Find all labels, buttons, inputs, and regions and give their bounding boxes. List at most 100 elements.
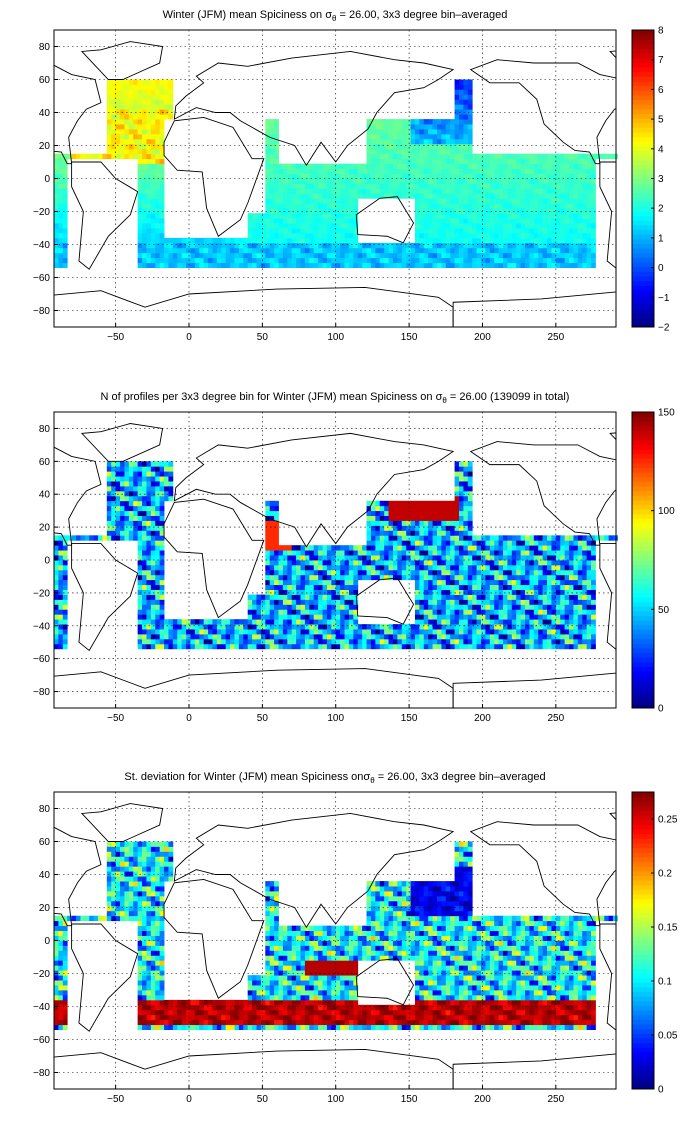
data-cell — [225, 619, 231, 625]
data-cell — [481, 589, 486, 595]
data-cell — [142, 124, 147, 130]
data-cell — [124, 89, 130, 95]
data-cell — [432, 198, 438, 204]
data-cell — [494, 208, 500, 214]
data-cell — [265, 619, 271, 625]
data-cell — [54, 589, 59, 595]
data-cell — [441, 569, 447, 576]
data-cell — [106, 84, 112, 90]
data-cell — [58, 970, 64, 976]
data-cell — [335, 223, 341, 229]
data-cell — [256, 604, 262, 610]
data-cell — [212, 638, 218, 645]
data-cell — [379, 163, 385, 169]
data-cell — [419, 619, 425, 625]
data-cell — [428, 535, 433, 541]
colorbar-tick-label: 150 — [658, 408, 675, 419]
data-cell — [155, 495, 161, 502]
data-cell — [142, 193, 147, 199]
data-cell — [507, 168, 513, 174]
data-cell — [591, 550, 596, 556]
data-cell — [353, 208, 359, 214]
data-cell — [450, 614, 455, 620]
data-cell — [168, 89, 174, 95]
data-cell — [423, 634, 429, 640]
data-cell — [322, 569, 328, 576]
data-cell — [133, 143, 139, 150]
data-cell — [186, 247, 191, 254]
data-cell — [397, 183, 403, 189]
data-cell — [137, 114, 143, 120]
data-cell — [414, 609, 420, 615]
data-cell — [414, 262, 420, 268]
data-cell — [278, 569, 284, 576]
data-cell — [67, 153, 73, 160]
data-cell — [560, 198, 566, 204]
data-cell — [586, 579, 592, 586]
data-cell — [252, 228, 257, 234]
data-cell — [406, 262, 411, 268]
data-cell — [458, 545, 464, 551]
data-cell — [111, 535, 117, 541]
data-cell — [525, 203, 530, 209]
data-cell — [454, 564, 460, 571]
data-cell — [542, 643, 548, 650]
data-cell — [318, 252, 323, 259]
data-cell — [586, 203, 592, 209]
data-cell — [591, 589, 596, 595]
data-cell — [525, 183, 530, 189]
data-cell — [525, 163, 530, 169]
data-cell — [181, 638, 187, 645]
data-cell — [199, 624, 205, 630]
data-cell — [313, 173, 319, 179]
data-cell — [243, 619, 249, 625]
data-cell — [463, 560, 469, 566]
data-cell — [388, 138, 394, 145]
data-cell — [476, 242, 482, 249]
data-cell — [467, 530, 473, 536]
data-cell — [494, 555, 500, 561]
data-cell — [146, 564, 152, 571]
data-cell — [401, 505, 407, 512]
data-cell — [146, 198, 152, 204]
data-cell — [278, 574, 284, 581]
data-cell — [353, 257, 359, 264]
data-cell — [335, 262, 341, 268]
data-cell — [441, 555, 447, 561]
data-cell — [155, 471, 161, 477]
data-cell — [256, 614, 262, 620]
data-cell — [392, 129, 398, 135]
data-cell — [560, 223, 566, 229]
data-cell — [203, 629, 209, 635]
data-cell — [296, 629, 301, 635]
data-cell — [111, 871, 117, 877]
data-cell — [260, 242, 266, 249]
data-cell — [454, 242, 460, 249]
data-cell — [388, 550, 394, 556]
data-cell — [410, 629, 416, 635]
data-cell — [300, 614, 306, 620]
data-cell — [503, 569, 508, 576]
data-cell — [318, 584, 323, 590]
data-cell — [269, 138, 275, 145]
data-cell — [370, 178, 376, 184]
data-cell — [331, 584, 337, 590]
data-cell — [414, 178, 420, 184]
data-cell — [366, 569, 372, 576]
data-cell — [489, 173, 495, 179]
y-tick-label: 80 — [39, 424, 51, 435]
data-cell — [489, 257, 495, 264]
data-cell — [445, 208, 451, 214]
data-cell — [265, 634, 271, 640]
data-cell — [128, 510, 134, 516]
data-cell — [164, 466, 169, 472]
data-cell — [291, 257, 297, 264]
data-cell — [296, 198, 301, 204]
data-cell — [58, 1009, 64, 1016]
data-cell — [560, 555, 566, 561]
data-cell — [586, 584, 592, 590]
data-cell — [564, 638, 570, 645]
data-cell — [498, 218, 504, 224]
data-cell — [379, 119, 385, 125]
data-cell — [212, 619, 218, 625]
